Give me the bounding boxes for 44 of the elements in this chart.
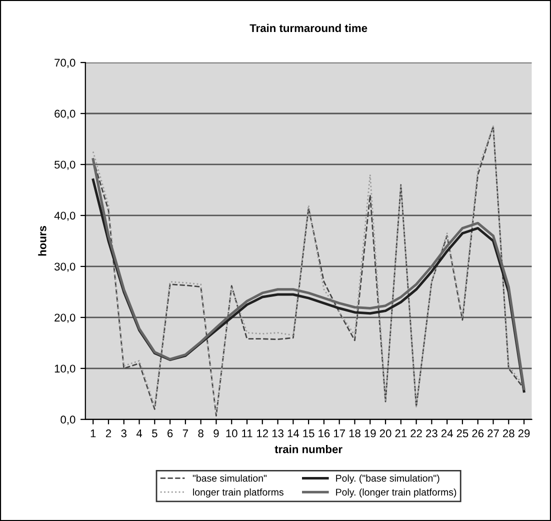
x-tick-label: 9	[214, 429, 219, 438]
x-tick-label: 8	[198, 429, 204, 438]
x-tick-label: 20	[380, 429, 392, 438]
x-tick-label: 24	[441, 429, 453, 438]
x-tick-label: 7	[182, 430, 188, 438]
y-tick-label: 40,0	[54, 212, 76, 221]
x-tick-label: 28	[503, 429, 514, 438]
x-tick-label: 5	[152, 430, 158, 438]
y-tick-label: 30,0	[54, 262, 76, 272]
x-tick-label: 16	[318, 429, 330, 438]
chart-title: Train turmaround time	[250, 24, 368, 32]
x-tick-label: 29	[518, 429, 530, 438]
x-tick-label: 3	[121, 429, 126, 438]
x-tick-label: 21	[395, 429, 407, 438]
y-axis-title: hours	[38, 226, 46, 256]
x-tick-label: 6	[168, 429, 173, 438]
x-tick-label: 17	[334, 430, 345, 438]
y-tick-label: 0,0	[60, 416, 76, 425]
x-tick-label: 23	[426, 429, 438, 438]
x-tick-label: 19	[364, 429, 376, 438]
legend-label: Poly. (longer train platforms)	[336, 488, 456, 498]
x-tick-label: 22	[410, 429, 422, 438]
legend-label: Poly. ("base simulation")	[336, 474, 440, 484]
x-tick-label: 10	[226, 429, 238, 438]
x-tick-label: 14	[288, 430, 300, 438]
x-tick-label: 27	[488, 429, 499, 438]
y-tick-label: 20,0	[54, 314, 76, 323]
y-tick-label: 50,0	[54, 160, 76, 170]
y-tick-label: 10,0	[54, 364, 76, 374]
x-tick-label: 13	[272, 429, 284, 438]
y-tick-label: 60,0	[54, 110, 76, 119]
y-tick-label: 70,0	[54, 58, 76, 68]
x-tick-label: 25	[456, 429, 468, 438]
x-tick-label: 11	[242, 430, 252, 438]
x-tick-label: 15	[303, 430, 314, 438]
x-tick-label: 4	[136, 430, 142, 438]
x-axis-title: train number	[274, 445, 342, 454]
x-tick-label: 1	[90, 430, 96, 438]
x-tick-label: 2	[106, 429, 112, 438]
x-tick-label: 18	[349, 429, 360, 438]
legend-label: longer train platforms	[193, 488, 284, 498]
x-tick-label: 12	[257, 429, 268, 438]
legend-label: "base simulation"	[192, 474, 267, 482]
x-tick-label: 26	[472, 429, 484, 438]
